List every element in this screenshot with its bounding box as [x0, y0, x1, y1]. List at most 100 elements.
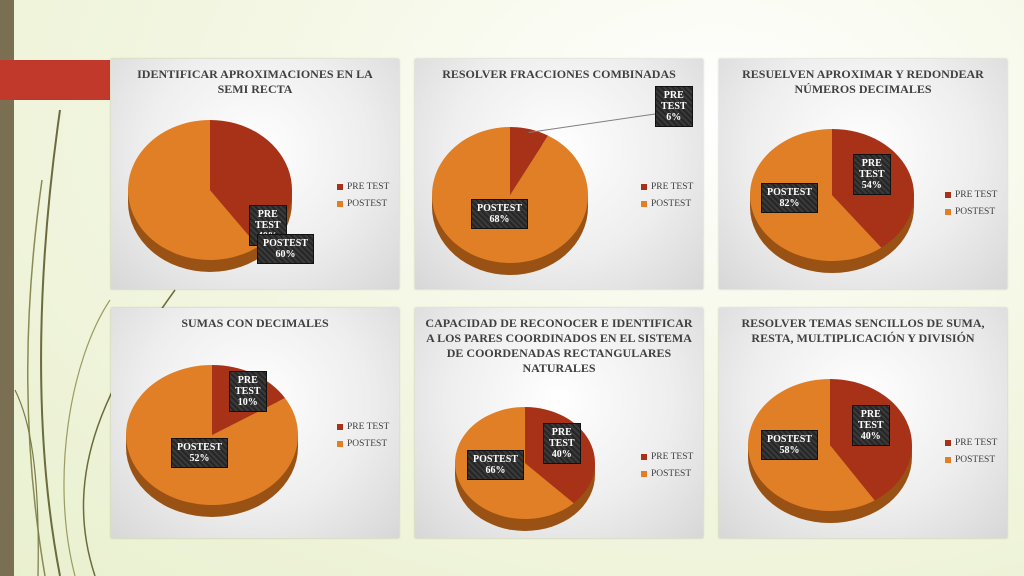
chart-title: CAPACIDAD DE RECONOCER E IDENTIFICAR A L… — [425, 316, 693, 375]
legend-swatch — [641, 453, 647, 460]
chart-title: RESOLVER FRACCIONES COMBINADAS — [442, 67, 676, 81]
pie-slice-postest — [128, 120, 259, 260]
legend-swatch — [641, 470, 647, 477]
chart-panel-1: IDENTIFICAR APROXIMACIONES EN LA SEMI RE… — [111, 59, 399, 289]
legend-label: PRE TEST — [955, 437, 998, 448]
legend-item: POSTEST — [945, 451, 997, 468]
legend-label: POSTEST — [955, 454, 996, 465]
chart-panel-3: RESUELVEN APROXIMAR Y REDONDEAR NÚMEROS … — [719, 59, 1007, 289]
data-label-line2: TEST — [661, 101, 687, 112]
data-label-postest: POSTEST 66% — [467, 450, 525, 480]
data-label-line1: POSTEST — [767, 187, 813, 198]
chart-title: IDENTIFICAR APROXIMACIONES EN LA SEMI RE… — [137, 67, 373, 96]
legend-label: POSTEST — [347, 438, 388, 449]
legend-swatch — [945, 456, 951, 463]
data-label-line1: PRE — [861, 158, 882, 169]
chart-panel-2: RESOLVER FRACCIONES COMBINADAS PRE TEST 6% P… — [415, 59, 703, 289]
legend-swatch — [641, 183, 647, 190]
legend-swatch — [337, 183, 343, 190]
chart-panel-5: CAPACIDAD DE RECONOCER E IDENTIFICAR A L… — [415, 308, 703, 538]
legend-item: POSTEST — [945, 203, 997, 220]
legend-label: POSTEST — [347, 198, 388, 209]
data-label-line2: TEST — [858, 420, 884, 431]
data-label-pre-test: PRE TEST 10% — [229, 371, 267, 412]
legend-swatch — [945, 208, 951, 215]
legend-swatch — [945, 191, 951, 198]
legend-label: PRE TEST — [651, 451, 694, 462]
leader-line — [528, 113, 656, 133]
legend-item: PRE TEST — [337, 418, 389, 435]
data-label-value: 40% — [860, 431, 881, 442]
chart-legend: PRE TEST POSTEST — [641, 178, 693, 212]
legend-item: POSTEST — [641, 465, 693, 482]
legend-swatch — [337, 200, 343, 207]
chart-legend: PRE TEST POSTEST — [641, 448, 693, 482]
chart-legend: PRE TEST POSTEST — [337, 178, 389, 212]
chart-title: RESUELVEN APROXIMAR Y REDONDEAR NÚMEROS … — [742, 67, 984, 96]
legend-label: PRE TEST — [347, 181, 390, 192]
legend-swatch — [337, 423, 343, 430]
pie-slice-pre-test — [510, 127, 549, 195]
data-label-value: 6% — [666, 112, 682, 123]
data-label-postest: POSTEST 58% — [761, 430, 819, 460]
legend-swatch — [641, 200, 647, 207]
data-label-postest: POSTEST 52% — [171, 438, 229, 468]
chart-panel-4: SUMAS CON DECIMALES PRE TEST 10% POSTEST 52% P… — [111, 308, 399, 538]
chart-title: SUMAS CON DECIMALES — [181, 316, 329, 330]
left-accent-bar — [0, 0, 14, 576]
legend-swatch — [945, 439, 951, 446]
data-label-postest: POSTEST 82% — [761, 183, 819, 213]
data-label-line1: POSTEST — [767, 434, 813, 445]
data-label-value: 60% — [275, 249, 296, 260]
pie-chart — [128, 120, 292, 272]
chart-legend: PRE TEST POSTEST — [337, 418, 389, 452]
legend-label: POSTEST — [651, 468, 692, 479]
data-label-value: 68% — [489, 214, 510, 225]
legend-swatch — [337, 440, 343, 447]
data-label-line1: POSTEST — [177, 442, 223, 453]
legend-item: PRE TEST — [641, 448, 693, 465]
data-label-line1: POSTEST — [263, 238, 309, 249]
legend-item: PRE TEST — [945, 434, 997, 451]
data-label-value: 82% — [779, 198, 800, 209]
chart-title: RESOLVER TEMAS SENCILLOS DE SUMA, RESTA,… — [741, 316, 985, 345]
data-label-line1: PRE — [551, 427, 572, 438]
legend-item: PRE TEST — [641, 178, 693, 195]
data-label-line2: TEST — [235, 386, 261, 397]
data-label-postest: POSTEST 60% — [257, 234, 315, 264]
data-label-line1: PRE — [257, 209, 278, 220]
data-label-line2: TEST — [859, 169, 885, 180]
legend-item: PRE TEST — [945, 186, 997, 203]
legend-item: PRE TEST — [337, 178, 389, 195]
red-accent-tab — [0, 60, 110, 100]
legend-label: PRE TEST — [955, 189, 998, 200]
data-label-pre-test: PRE TEST 54% — [853, 154, 891, 195]
data-label-line2: TEST — [255, 220, 281, 231]
pie-slice-postest — [126, 365, 299, 505]
data-label-value: 10% — [237, 397, 258, 408]
chart-legend: PRE TEST POSTEST — [945, 186, 997, 220]
data-label-line1: PRE — [237, 375, 258, 386]
data-label-line1: POSTEST — [473, 454, 519, 465]
legend-item: POSTEST — [337, 195, 389, 212]
data-label-value: 66% — [485, 465, 506, 476]
legend-label: PRE TEST — [347, 421, 390, 432]
data-label-value: 54% — [861, 180, 882, 191]
chart-legend: PRE TEST POSTEST — [945, 434, 997, 468]
data-label-pre-test: PRE TEST 6% — [655, 86, 693, 127]
chart-panel-6: RESOLVER TEMAS SENCILLOS DE SUMA, RESTA,… — [719, 308, 1007, 538]
data-label-line1: PRE — [860, 409, 881, 420]
data-label-line1: POSTEST — [477, 203, 523, 214]
data-label-line1: PRE — [663, 90, 684, 101]
legend-item: POSTEST — [641, 195, 693, 212]
decorative-curves — [14, 109, 176, 576]
legend-label: PRE TEST — [651, 181, 694, 192]
data-label-value: 40% — [551, 449, 572, 460]
legend-label: POSTEST — [651, 198, 692, 209]
data-label-postest: POSTEST 68% — [471, 199, 529, 229]
legend-item: POSTEST — [337, 435, 389, 452]
data-label-value: 58% — [779, 445, 800, 456]
legend-label: POSTEST — [955, 206, 996, 217]
